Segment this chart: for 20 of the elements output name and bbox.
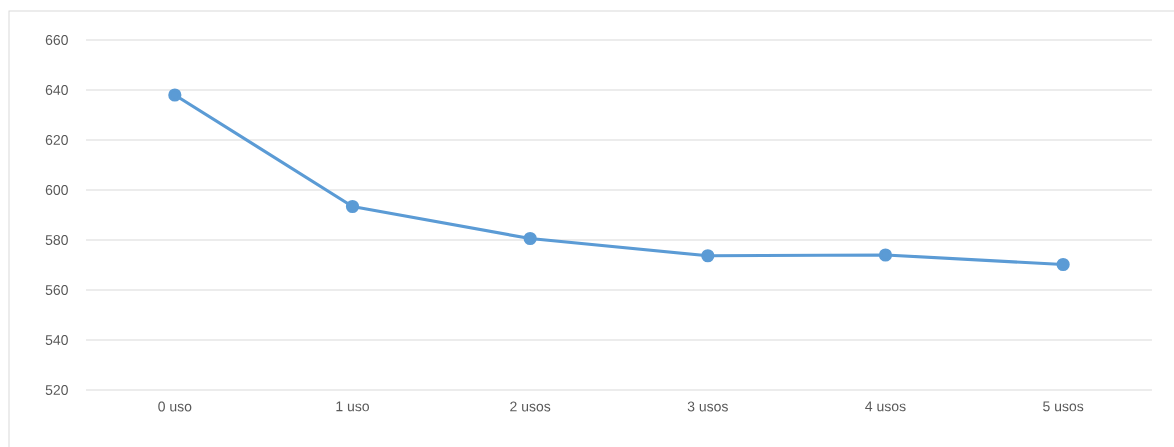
y-tick-label: 660 — [45, 35, 68, 45]
y-tick-label: 520 — [45, 385, 68, 395]
y-tick-label: 640 — [45, 85, 68, 95]
x-tick-label: 4 usos — [865, 401, 906, 412]
x-tick-label: 0 uso — [158, 401, 192, 412]
point — [523, 231, 537, 246]
x-tick-label: 1 uso — [336, 401, 370, 412]
y-tick-label: 560 — [45, 285, 68, 295]
y-tick-label: 580 — [45, 235, 68, 245]
y-tick-label: 600 — [45, 185, 68, 195]
y-tick-label: 620 — [45, 135, 68, 145]
y-tick-label: 540 — [45, 335, 68, 345]
x-tick-label: 2 usos — [510, 401, 551, 412]
x-tick-label: 3 usos — [687, 401, 728, 412]
point — [168, 88, 182, 102]
point — [878, 248, 893, 262]
point — [345, 199, 360, 214]
point — [1056, 257, 1070, 272]
point — [701, 249, 715, 263]
x-tick-label: 5 usos — [1043, 401, 1084, 412]
